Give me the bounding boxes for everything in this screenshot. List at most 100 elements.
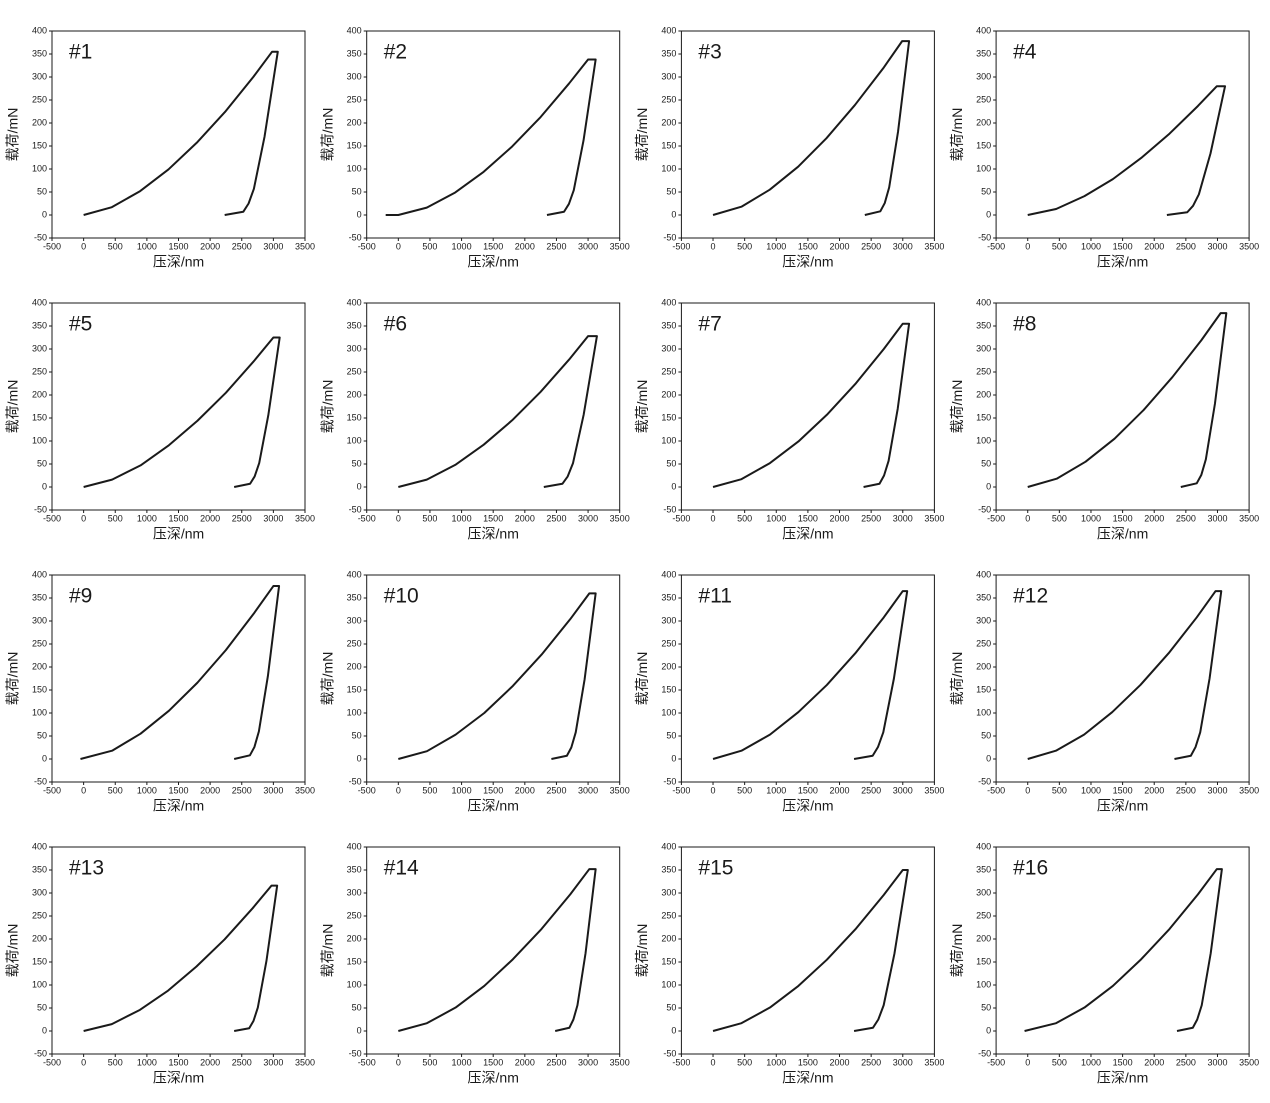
x-tick-label: 2000 [515, 1057, 535, 1067]
x-tick-label: 1500 [483, 785, 503, 795]
y-tick-label: 200 [976, 389, 991, 399]
x-tick-label: 500 [108, 513, 123, 523]
y-tick-label: 200 [347, 661, 362, 671]
y-tick-label: 150 [976, 412, 991, 422]
x-tick-label: 3500 [924, 785, 944, 795]
x-tick-label: 0 [396, 1057, 401, 1067]
x-tick-label: 1000 [1081, 241, 1101, 251]
y-tick-label: 300 [976, 615, 991, 625]
y-tick-label: 300 [976, 887, 991, 897]
y-tick-label: 250 [976, 366, 991, 376]
y-tick-label: -50 [978, 232, 991, 242]
x-tick-label: 3000 [578, 1057, 598, 1067]
y-axis-label: 载荷/mN [5, 380, 21, 434]
x-tick-label: -500 [672, 241, 690, 251]
y-tick-label: -50 [34, 1048, 47, 1058]
x-axis-label: 压深/nm [1097, 1070, 1148, 1086]
y-tick-label: 350 [347, 320, 362, 330]
y-tick-label: 150 [976, 684, 991, 694]
x-tick-label: 1000 [137, 513, 157, 523]
x-tick-label: 1500 [798, 513, 818, 523]
y-tick-label: 150 [347, 412, 362, 422]
y-tick-label: 400 [976, 297, 991, 307]
y-tick-label: 0 [671, 209, 676, 219]
x-tick-label: 1000 [766, 241, 786, 251]
curve [712, 322, 911, 488]
panel-title: #5 [69, 313, 92, 336]
x-tick-label: 3000 [263, 785, 283, 795]
y-tick-label: 150 [661, 684, 676, 694]
x-tick-label: 500 [422, 785, 437, 795]
x-tick-label: 0 [1025, 513, 1030, 523]
y-tick-label: 300 [347, 887, 362, 897]
y-tick-label: 100 [347, 979, 362, 989]
x-tick-label: 1500 [798, 1057, 818, 1067]
x-tick-label: 2000 [830, 785, 850, 795]
y-tick-label: -50 [978, 504, 991, 514]
y-tick-label: 300 [976, 71, 991, 81]
x-tick-label: -500 [358, 1057, 376, 1067]
x-tick-label: 0 [1025, 241, 1030, 251]
y-tick-label: 400 [347, 25, 362, 35]
y-tick-label: 150 [976, 956, 991, 966]
x-axis-label: 压深/nm [1097, 254, 1148, 270]
x-tick-label: 2000 [515, 513, 535, 523]
y-tick-label: 350 [661, 320, 676, 330]
y-tick-label: 300 [347, 615, 362, 625]
y-tick-label: 100 [661, 979, 676, 989]
y-tick-label: 400 [32, 841, 47, 851]
y-tick-label: 400 [661, 569, 676, 579]
x-tick-label: 3500 [1239, 1057, 1259, 1067]
y-tick-label: 50 [666, 458, 676, 468]
x-tick-label: 1000 [452, 513, 472, 523]
x-tick-label: 1500 [1113, 785, 1133, 795]
y-tick-label: 0 [986, 481, 991, 491]
y-tick-label: 0 [986, 753, 991, 763]
x-tick-label: 0 [711, 513, 716, 523]
x-axis-label: 压深/nm [1097, 526, 1148, 542]
x-tick-label: 0 [81, 513, 86, 523]
y-tick-label: 50 [981, 186, 991, 196]
panel: -500 0 500 1000 1500 2000 2500 3000 3500-5005010… [949, 297, 1259, 541]
x-tick-label: 3500 [924, 241, 944, 251]
y-tick-label: 350 [347, 592, 362, 602]
y-tick-label: 250 [976, 94, 991, 104]
y-tick-label: 350 [661, 48, 676, 58]
panel: -500 0 500 1000 1500 2000 2500 3000 3500-5005010… [5, 841, 315, 1085]
y-tick-label: 300 [661, 615, 676, 625]
y-tick-label: 100 [32, 979, 47, 989]
y-tick-label: 150 [661, 956, 676, 966]
y-axis-label: 载荷/mN [5, 108, 21, 162]
y-axis-label: 载荷/mN [634, 380, 650, 434]
y-tick-label: 0 [357, 209, 362, 219]
y-tick-label: 250 [347, 638, 362, 648]
x-tick-label: -500 [672, 513, 690, 523]
y-tick-label: 250 [347, 910, 362, 920]
x-tick-label: 2000 [1144, 513, 1164, 523]
y-tick-label: 350 [32, 48, 47, 58]
x-tick-label: 2500 [546, 785, 566, 795]
x-axis-label: 压深/nm [153, 798, 204, 814]
x-tick-label: 3000 [1207, 513, 1227, 523]
y-tick-label: -50 [349, 504, 362, 514]
x-tick-label: 500 [108, 785, 123, 795]
y-axis-label: 载荷/mN [949, 108, 965, 162]
x-axis-label: 压深/nm [153, 254, 204, 270]
y-tick-label: 200 [661, 933, 676, 943]
x-tick-label: -500 [987, 241, 1005, 251]
curve [398, 335, 598, 488]
y-tick-label: 250 [347, 94, 362, 104]
y-tick-label: 50 [352, 730, 362, 740]
y-axis-label: 载荷/mN [949, 652, 965, 706]
y-tick-label: 100 [661, 435, 676, 445]
y-tick-label: 50 [37, 1002, 47, 1012]
y-tick-label: 350 [976, 592, 991, 602]
y-tick-label: 100 [32, 707, 47, 717]
y-tick-label: 0 [986, 209, 991, 219]
y-tick-label: 250 [32, 638, 47, 648]
x-tick-label: 2000 [830, 241, 850, 251]
x-tick-label: 3500 [924, 513, 944, 523]
panel: -500 0 500 1000 1500 2000 2500 3000 3500-5005010… [5, 25, 315, 269]
x-axis-label: 压深/nm [782, 254, 833, 270]
